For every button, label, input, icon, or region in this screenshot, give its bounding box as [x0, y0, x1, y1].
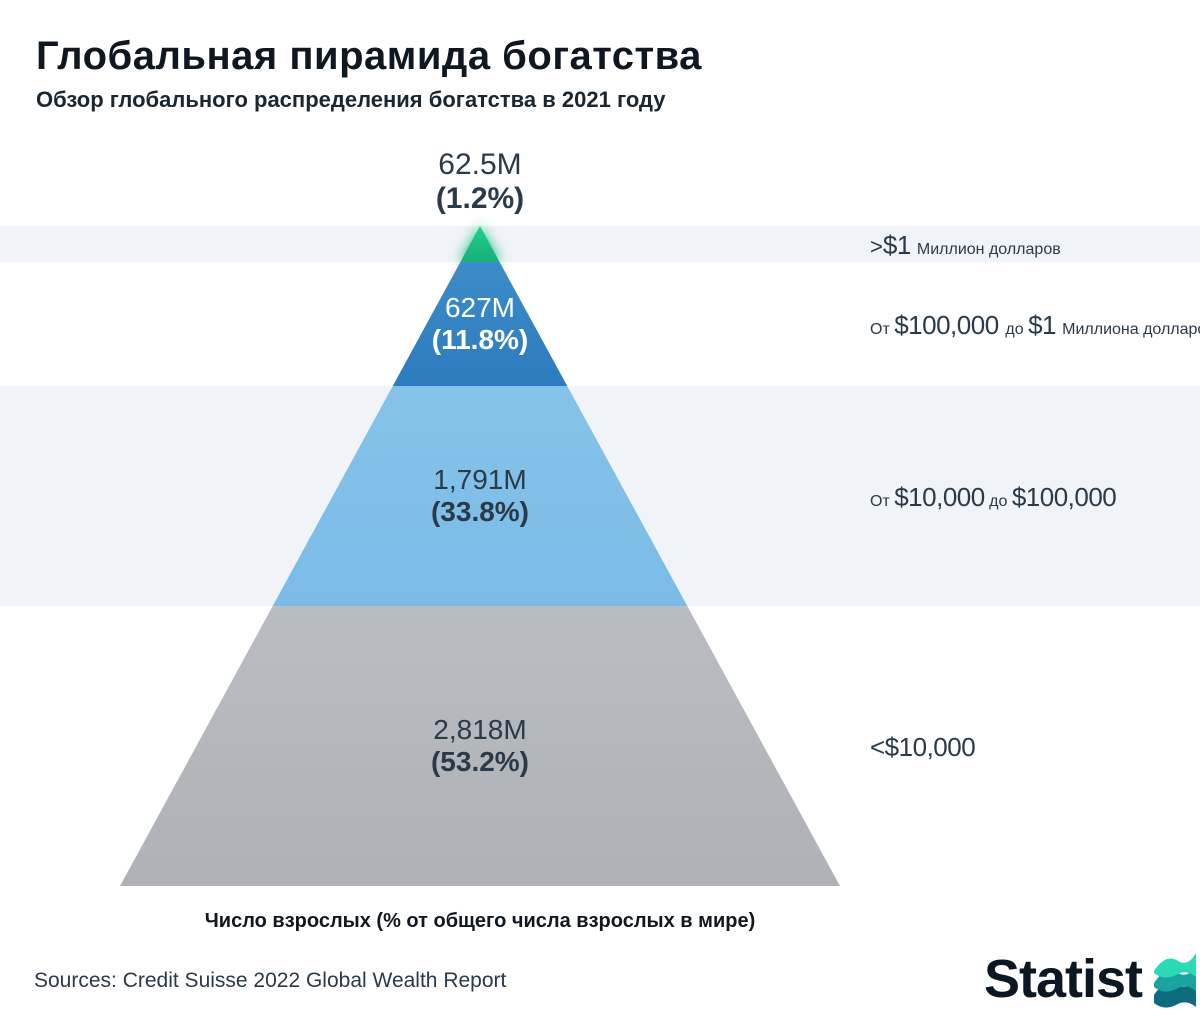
x-axis-caption: Число взрослых (% от общего числа взросл…: [120, 910, 840, 933]
pyramid-chart: 62.5M (1.2%) 627M(11.8%)1,791M(33.8%)2,8…: [0, 130, 1200, 1031]
source-text: Sources: Credit Suisse 2022 Global Wealt…: [34, 969, 506, 993]
range-label-top: >$1 Миллион долларов: [870, 230, 1061, 261]
brand-icon: [1148, 947, 1200, 1011]
page-title: Глобальная пирамида богатства: [36, 34, 1164, 79]
pyramid-segment-bottom: [120, 606, 840, 886]
pyramid-segment-middle: [273, 386, 688, 606]
pyramid-segment-upper: [393, 262, 568, 386]
page-subtitle: Обзор глобального распределения богатств…: [36, 87, 1164, 113]
brand-logo: Statist: [984, 947, 1200, 1011]
range-label-bottom: <$10,000: [870, 732, 975, 763]
brand-text: Statist: [984, 948, 1142, 1010]
range-label-upper: От $100,000 до $1 Миллиона долларов: [870, 310, 1200, 341]
pyramid-segment-top: [460, 226, 499, 262]
range-label-middle: От $10,000 до $100,000: [870, 482, 1116, 513]
